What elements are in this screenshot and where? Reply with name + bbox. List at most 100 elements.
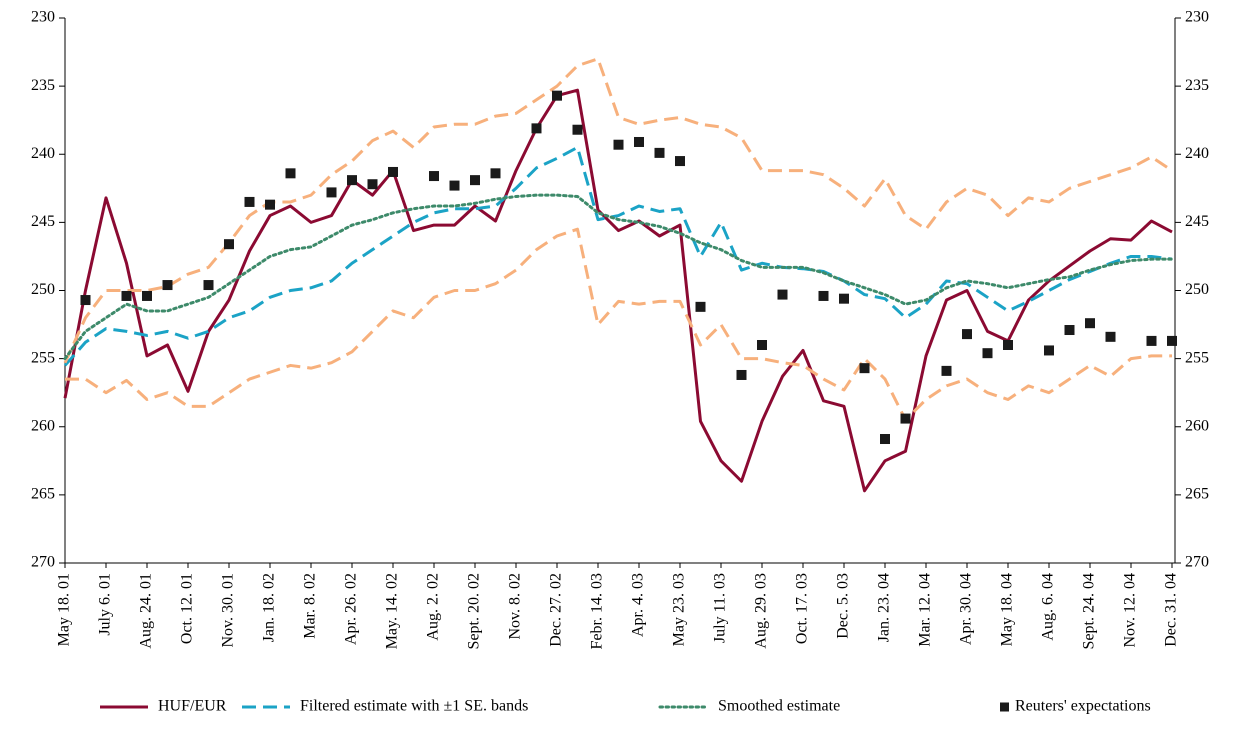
- x-tick-label: Jan. 18. 02: [261, 573, 278, 642]
- y2-tick-label: 260: [1185, 417, 1209, 434]
- series-line: [63, 193, 1174, 361]
- marker: [839, 293, 849, 304]
- legend-label: Filtered estimate with ±1 SE. bands: [300, 698, 528, 715]
- series-line: [63, 88, 1173, 493]
- y2-tick-label: 230: [1185, 9, 1209, 26]
- x-tick-label: Aug. 2. 02: [425, 573, 442, 641]
- x-tick-label: Nov. 30. 01: [220, 573, 237, 648]
- marker: [777, 289, 788, 300]
- marker: [326, 187, 337, 198]
- y-tick-label: 250: [31, 281, 55, 298]
- marker: [675, 156, 685, 167]
- marker: [203, 280, 214, 291]
- x-tick-label: Apr. 4. 03: [630, 573, 647, 637]
- y-tick-label: 270: [31, 554, 55, 571]
- x-tick-label: Sept. 20. 02: [466, 573, 483, 649]
- marker: [470, 175, 480, 186]
- marker: [962, 329, 972, 340]
- y-tick-label: 230: [31, 9, 55, 26]
- y-tick-label: 235: [31, 77, 55, 94]
- marker: [1105, 331, 1116, 342]
- x-tick-label: Apr. 26. 02: [343, 573, 360, 645]
- marker: [121, 290, 132, 301]
- x-tick-label: Dec. 5. 03: [835, 573, 852, 639]
- marker: [1044, 345, 1054, 356]
- marker: [818, 290, 829, 301]
- x-tick-label: Febr. 14. 03: [589, 573, 606, 649]
- marker: [162, 280, 173, 291]
- y2-tick-label: 240: [1185, 145, 1209, 162]
- x-tick-label: July 6. 01: [97, 573, 114, 636]
- marker: [224, 239, 234, 250]
- y2-tick-label: 250: [1185, 281, 1209, 298]
- marker: [244, 196, 255, 207]
- y2-tick-label: 270: [1185, 554, 1209, 571]
- marker: [449, 180, 460, 191]
- x-tick-label: May 18. 01: [56, 573, 73, 646]
- y-tick-label: 245: [31, 213, 55, 230]
- x-tick-label: Mar. 12. 04: [917, 573, 934, 647]
- marker: [1167, 335, 1177, 346]
- marker: [900, 413, 911, 424]
- x-tick-label: May 23. 03: [671, 573, 688, 646]
- marker: [367, 179, 378, 190]
- y-tick-label: 260: [31, 417, 55, 434]
- series-line: [63, 57, 1173, 364]
- marker: [613, 139, 624, 150]
- marker: [859, 363, 870, 374]
- x-tick-label: Dec. 27. 02: [548, 573, 565, 647]
- y-tick-label: 265: [31, 486, 55, 503]
- marker: [880, 434, 890, 445]
- marker: [490, 168, 501, 179]
- marker: [1146, 335, 1157, 346]
- series-line: [63, 145, 1173, 367]
- x-tick-label: Mar. 8. 02: [302, 573, 319, 639]
- legend-label: HUF/EUR: [158, 698, 227, 715]
- marker: [429, 171, 439, 182]
- x-tick-label: Nov. 8. 02: [507, 573, 524, 640]
- y2-tick-label: 235: [1185, 77, 1209, 94]
- legend-label: Smoothed estimate: [718, 698, 840, 715]
- marker: [142, 290, 152, 301]
- y-tick-label: 255: [31, 349, 55, 366]
- x-tick-label: Oct. 12. 01: [179, 573, 196, 644]
- y2-tick-label: 265: [1185, 486, 1209, 503]
- x-tick-label: Aug. 24. 01: [138, 573, 155, 649]
- x-tick-label: Apr. 30. 04: [958, 573, 975, 645]
- marker: [347, 175, 357, 186]
- marker: [982, 348, 993, 359]
- x-tick-label: Jan. 23. 04: [876, 573, 893, 642]
- x-tick-label: Sept. 24. 04: [1081, 573, 1098, 649]
- marker: [695, 301, 706, 312]
- x-tick-label: Aug. 29. 03: [753, 573, 770, 649]
- x-tick-label: May. 14. 02: [384, 573, 401, 649]
- x-tick-label: Aug. 6. 04: [1040, 573, 1057, 641]
- x-tick-label: Nov. 12. 04: [1122, 573, 1139, 648]
- marker: [265, 199, 275, 210]
- y2-tick-label: 255: [1185, 349, 1209, 366]
- marker: [1064, 325, 1075, 336]
- marker: [634, 136, 644, 147]
- marker: [941, 365, 952, 376]
- marker: [736, 369, 747, 380]
- x-tick-label: July 11. 03: [712, 573, 729, 643]
- x-tick-label: Oct. 17. 03: [794, 573, 811, 644]
- marker: [80, 295, 91, 306]
- marker: [572, 124, 583, 135]
- y-tick-label: 240: [31, 145, 55, 162]
- marker: [757, 340, 767, 350]
- series-line: [65, 227, 1172, 422]
- x-tick-label: May 18. 04: [999, 573, 1016, 646]
- marker: [654, 147, 665, 158]
- x-tick-label: Dec. 31. 04: [1163, 573, 1180, 647]
- marker: [1003, 340, 1013, 350]
- marker: [388, 166, 398, 177]
- marker: [531, 123, 542, 134]
- marker: [552, 90, 562, 101]
- y2-tick-label: 245: [1185, 213, 1209, 230]
- marker: [1085, 318, 1095, 329]
- legend-swatch: [1000, 702, 1009, 712]
- legend-label: Reuters' expectations: [1015, 698, 1151, 715]
- marker: [285, 168, 296, 179]
